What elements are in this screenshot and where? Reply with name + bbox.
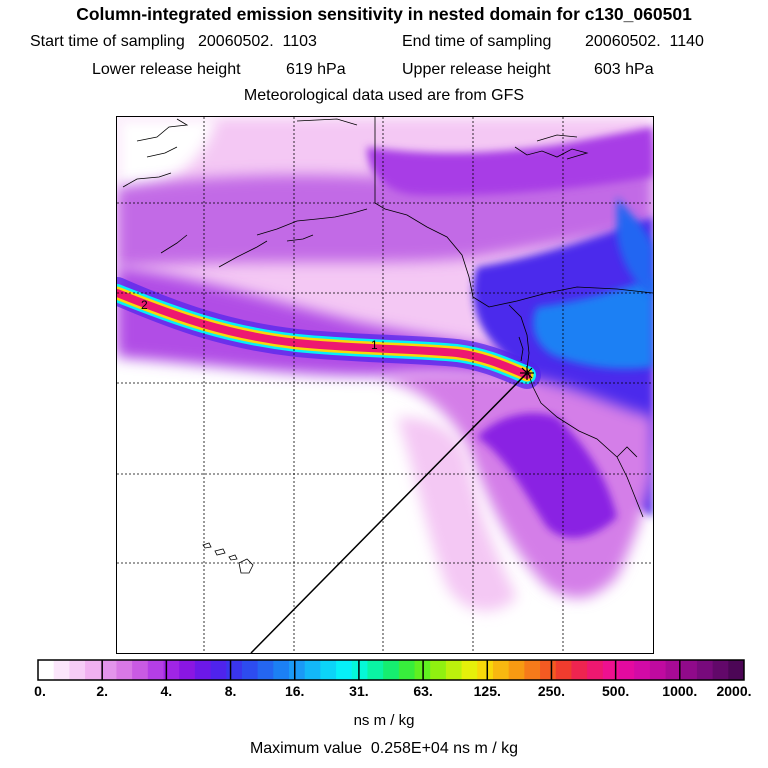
upper-release-label: Upper release height	[402, 61, 551, 78]
colorbar-label: 125.	[473, 683, 501, 699]
colorbar-swatch	[712, 660, 729, 680]
colorbar-label: 1000.	[662, 683, 698, 699]
colorbar-label: 63.	[413, 683, 433, 699]
lower-release-value: 619 hPa	[286, 61, 346, 78]
colorbar-label: 8.	[224, 683, 237, 699]
release-point-marker	[520, 366, 534, 380]
colorbar-swatch	[461, 660, 478, 680]
colorbar-swatch	[85, 660, 102, 680]
lower-release-label: Lower release height	[92, 61, 241, 78]
colorbar-swatch	[351, 660, 368, 680]
domain-boundary-line	[250, 372, 528, 653]
colorbar-border	[37, 659, 745, 681]
colorbar-swatch	[273, 660, 290, 680]
trajectory-marker-1: 1	[371, 338, 378, 352]
plot-title: Column-integrated emission sensitivity i…	[76, 4, 692, 24]
sensitivity-field-south-dark	[477, 413, 617, 538]
colorbar-swatch	[163, 660, 180, 680]
end-time-value: 20060502. 1140	[585, 33, 704, 50]
colorbar-swatch	[728, 660, 745, 680]
end-time-label: End time of sampling	[402, 33, 552, 50]
colorbar-swatch	[665, 660, 682, 680]
graticule	[117, 117, 653, 653]
colorbar-swatch	[147, 660, 165, 680]
colorbar-units: ns m / kg	[353, 712, 415, 729]
colorbar-swatch	[477, 660, 494, 680]
colorbar-swatch	[524, 660, 541, 680]
upper-release-value: 603 hPa	[594, 61, 654, 78]
met-data-source: Meteorological data used are from GFS	[243, 87, 525, 104]
colorbar-swatch	[681, 660, 698, 680]
colorbar-swatch	[194, 660, 212, 680]
max-value: Maximum value 0.258E+04 ns m / kg	[0, 740, 768, 758]
sensitivity-field-north	[117, 137, 653, 267]
colorbar-swatch	[602, 660, 619, 680]
colorbar-label: 4.	[160, 683, 173, 699]
sensitivity-field-east-patch	[617, 197, 653, 297]
colorbar-swatch	[571, 660, 588, 680]
colorbar-swatch	[383, 660, 400, 680]
colorbar-swatch	[492, 660, 510, 680]
colorbar-swatch	[69, 660, 86, 680]
start-time-label: Start time of sampling	[30, 33, 185, 50]
colorbar-swatch	[38, 660, 55, 680]
colorbar-swatch	[398, 660, 416, 680]
colorbar-label: 2000.	[716, 683, 752, 699]
colorbar-swatch	[649, 660, 667, 680]
colorbar-swatch	[100, 660, 117, 680]
map-panel: 2 1	[116, 116, 654, 654]
colorbar-swatch	[367, 660, 384, 680]
colorbar-label: 31.	[349, 683, 369, 699]
max-value-number: 0.258E+04 ns m / kg	[370, 740, 519, 757]
colorbar-swatch	[132, 660, 149, 680]
hawaii-islands	[202, 542, 254, 574]
sensitivity-field-south-light	[397, 417, 517, 611]
trajectory-band-core	[117, 289, 531, 379]
colorbar-label: 500.	[602, 683, 630, 699]
map-canvas: 2 1	[117, 117, 653, 653]
start-time-value: 20060502. 1103	[198, 33, 317, 50]
colorbar	[36, 659, 746, 686]
sensitivity-field-north-dark	[367, 127, 653, 196]
colorbar-swatch	[336, 660, 353, 680]
colorbar-swatch	[179, 660, 196, 680]
colorbar-swatch	[540, 660, 557, 680]
colorbar-label: 250.	[537, 683, 566, 699]
colorbar-swatch	[555, 660, 572, 680]
colorbar-swatch	[587, 660, 604, 680]
colorbar-label: 0.	[34, 683, 46, 699]
trajectory-marker-2: 2	[141, 298, 148, 312]
sensitivity-field-gap	[117, 117, 217, 197]
colorbar-swatch	[226, 660, 243, 680]
colorbar-swatch	[320, 660, 337, 680]
colorbar-label: 2.	[96, 683, 109, 699]
colorbar-swatch	[696, 660, 714, 680]
colorbar-swatch	[430, 660, 447, 680]
sensitivity-field-south	[377, 372, 653, 598]
colorbar-swatch	[210, 660, 227, 680]
colorbar-swatch	[257, 660, 274, 680]
colorbar-swatch	[618, 660, 635, 680]
colorbar-swatch	[634, 660, 651, 680]
colorbar-swatch	[241, 660, 259, 680]
colorbar-swatch	[445, 660, 463, 680]
colorbar-swatch	[53, 660, 70, 680]
colorbar-swatch	[289, 660, 306, 680]
colorbar-swatch	[116, 660, 133, 680]
colorbar-swatch	[508, 660, 525, 680]
colorbar-label: 16.	[284, 683, 305, 699]
max-value-label: Maximum value	[249, 740, 362, 757]
colorbar-swatch	[304, 660, 321, 680]
colorbar-svg	[37, 659, 745, 681]
